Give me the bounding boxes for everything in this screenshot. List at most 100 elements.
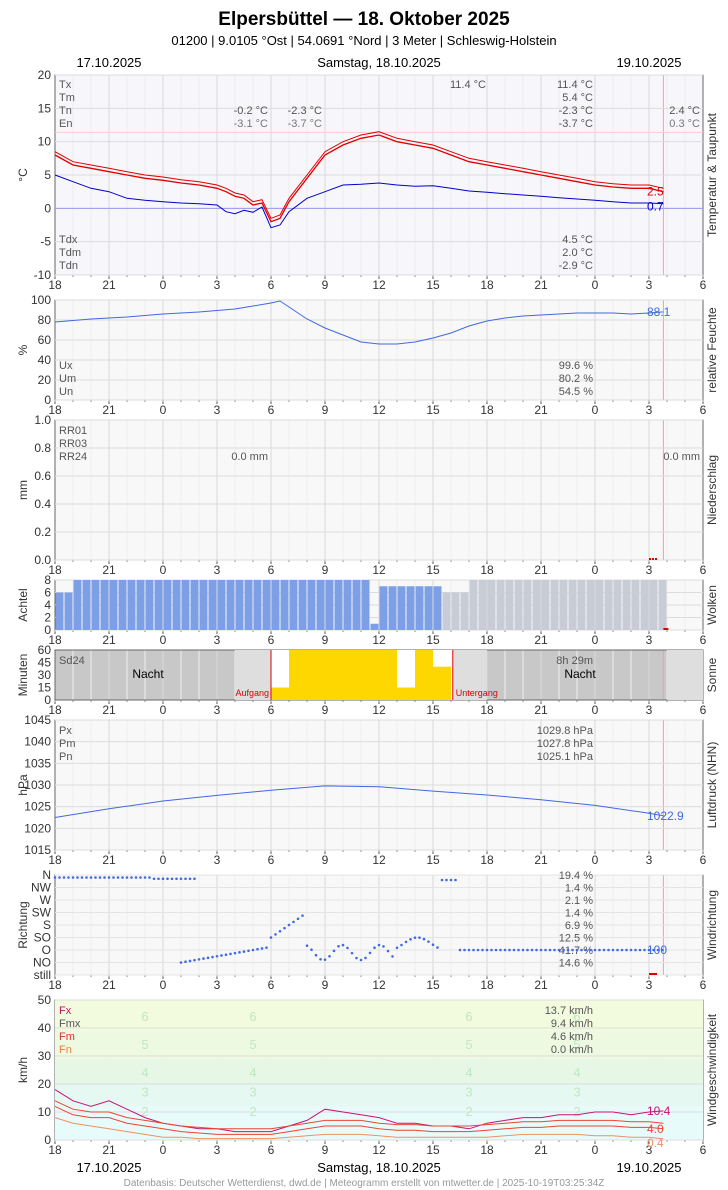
wind-direction-point	[656, 948, 660, 952]
wind-direction-point	[265, 946, 268, 949]
wind-direction-point	[242, 950, 246, 953]
beaufort-number: 5	[573, 1037, 580, 1052]
station-info: 01200 | 9.0105 °Ost | 54.0691 °Nord | 3 …	[171, 33, 556, 48]
temperature-xtick-label: 21	[102, 278, 116, 292]
temperature-stat: 5.4 °C	[562, 92, 593, 104]
sunshine-bar	[433, 666, 451, 700]
sunshine-xtick-label: 6	[268, 703, 275, 717]
temperature-legend-item: En	[59, 118, 72, 130]
cloud-bar	[532, 580, 541, 630]
wind-direction-point	[202, 957, 205, 960]
humidity-legend-item: Um	[59, 373, 76, 385]
wind-direction-point	[211, 955, 214, 959]
wind-direction-point	[620, 948, 624, 952]
wind-direction-xtick-label: 0	[160, 978, 167, 992]
wind-direction-xtick-label: 21	[534, 978, 548, 992]
precipitation-ytick-label: 0.8	[34, 441, 51, 455]
temperature-ytick-label: 15	[38, 101, 52, 115]
wind-speed-xtick-label: 18	[48, 1143, 62, 1157]
temperature-xtick-label: 3	[646, 278, 653, 292]
cloud-bar	[595, 580, 604, 630]
sunshine-bar	[361, 650, 379, 700]
cloud-bar	[505, 580, 514, 630]
temperature-ytick-label: 10	[38, 135, 52, 149]
humidity-xtick-label: 6	[700, 403, 707, 417]
wind-direction-point	[188, 959, 192, 963]
wind-speed-xtick-label: 0	[160, 1143, 167, 1157]
wind-direction-point	[499, 948, 502, 952]
beaufort-number: 2	[249, 1104, 256, 1119]
humidity-xtick-label: 9	[322, 403, 329, 417]
wind-direction-point	[139, 876, 142, 879]
wind-speed-xtick-label: 9	[322, 1143, 329, 1157]
wind-direction-point	[611, 948, 615, 952]
temperature-legend-item: Tm	[59, 92, 75, 104]
wind-direction-point	[481, 948, 484, 952]
cloud-bar	[181, 580, 190, 630]
cloud-bar	[613, 580, 622, 630]
beaufort-number: 3	[141, 1084, 148, 1099]
clouds-ytick-label: 8	[44, 573, 51, 587]
cloud-bar	[388, 586, 397, 630]
cloud-bar	[433, 586, 442, 630]
sunshine-xtick-label: 6	[700, 703, 707, 717]
temperature-legend-item: Tn	[59, 105, 72, 117]
wind-direction-point	[233, 951, 237, 955]
precipitation-xtick-label: 21	[102, 563, 116, 577]
wind-direction-point	[94, 876, 97, 879]
pressure-xtick-label: 6	[268, 853, 275, 867]
wind-direction-point	[629, 948, 633, 952]
wind-direction-point	[184, 877, 187, 881]
beaufort-number: 3	[573, 1084, 580, 1099]
wind-direction-point	[445, 878, 448, 882]
cloud-bar	[109, 580, 118, 630]
wind-speed-ytick-label: 40	[38, 1021, 52, 1035]
wind-direction-point	[413, 936, 417, 940]
humidity-panel: 18 21 0 3 6 9 12 15 18 21 0 3 6 relative Feuchte% 100 8…	[16, 293, 719, 417]
sunset-label: Untergang	[456, 688, 498, 698]
wind-direction-point	[107, 876, 111, 879]
sunshine-xtick-label: 0	[160, 703, 167, 717]
wind-direction-point	[121, 876, 124, 879]
wind-direction-side-label: Windrichtung	[705, 890, 719, 960]
wind-direction-point	[76, 876, 79, 879]
wind-speed-legend-item: Fx	[59, 1005, 72, 1017]
cloud-bar	[568, 580, 577, 630]
wind-direction-point	[58, 876, 61, 879]
wind-direction-point	[454, 878, 457, 882]
wind-direction-point	[175, 877, 178, 881]
wind-speed-ytick-label: 10	[38, 1105, 52, 1119]
sunshine-ytick-label: 15	[38, 681, 52, 695]
beaufort-number: 6	[465, 1009, 472, 1024]
beaufort-number: 3	[465, 1084, 472, 1099]
wind-direction-point	[395, 946, 399, 950]
humidity-stat: 80.2 %	[559, 373, 593, 385]
clouds-ylabel: Achtel	[16, 588, 30, 621]
wind-direction-category: SW	[32, 906, 52, 920]
pressure-xtick-label: 3	[646, 853, 653, 867]
cloud-bar	[478, 580, 487, 630]
wind-direction-point	[314, 953, 318, 957]
precipitation-xtick-label: 0	[592, 563, 599, 577]
wind-direction-category: O	[42, 943, 51, 957]
wind-direction-point	[341, 943, 345, 947]
temperature-ytick-label: 20	[38, 68, 52, 82]
clouds-xtick-label: 18	[48, 633, 62, 647]
wind-speed-xtick-label: 12	[372, 1143, 386, 1157]
cloud-bar	[253, 580, 262, 630]
temperature-xtick-label: 18	[480, 278, 494, 292]
cloud-bar	[658, 580, 667, 630]
cloud-bar	[163, 580, 172, 630]
wind-direction-point	[580, 948, 583, 952]
wind-direction-stat: 19.4 %	[559, 870, 593, 882]
clouds-ytick-label: 0	[44, 623, 51, 637]
temperature-stat: -2.3 °C	[559, 105, 593, 117]
precipitation-xtick-label: 9	[322, 563, 329, 577]
wind-direction-point	[467, 948, 471, 952]
wind-direction-point	[377, 943, 381, 947]
night-label: Nacht	[132, 667, 164, 681]
cloud-bar	[496, 580, 505, 630]
wind-direction-point	[458, 948, 462, 952]
